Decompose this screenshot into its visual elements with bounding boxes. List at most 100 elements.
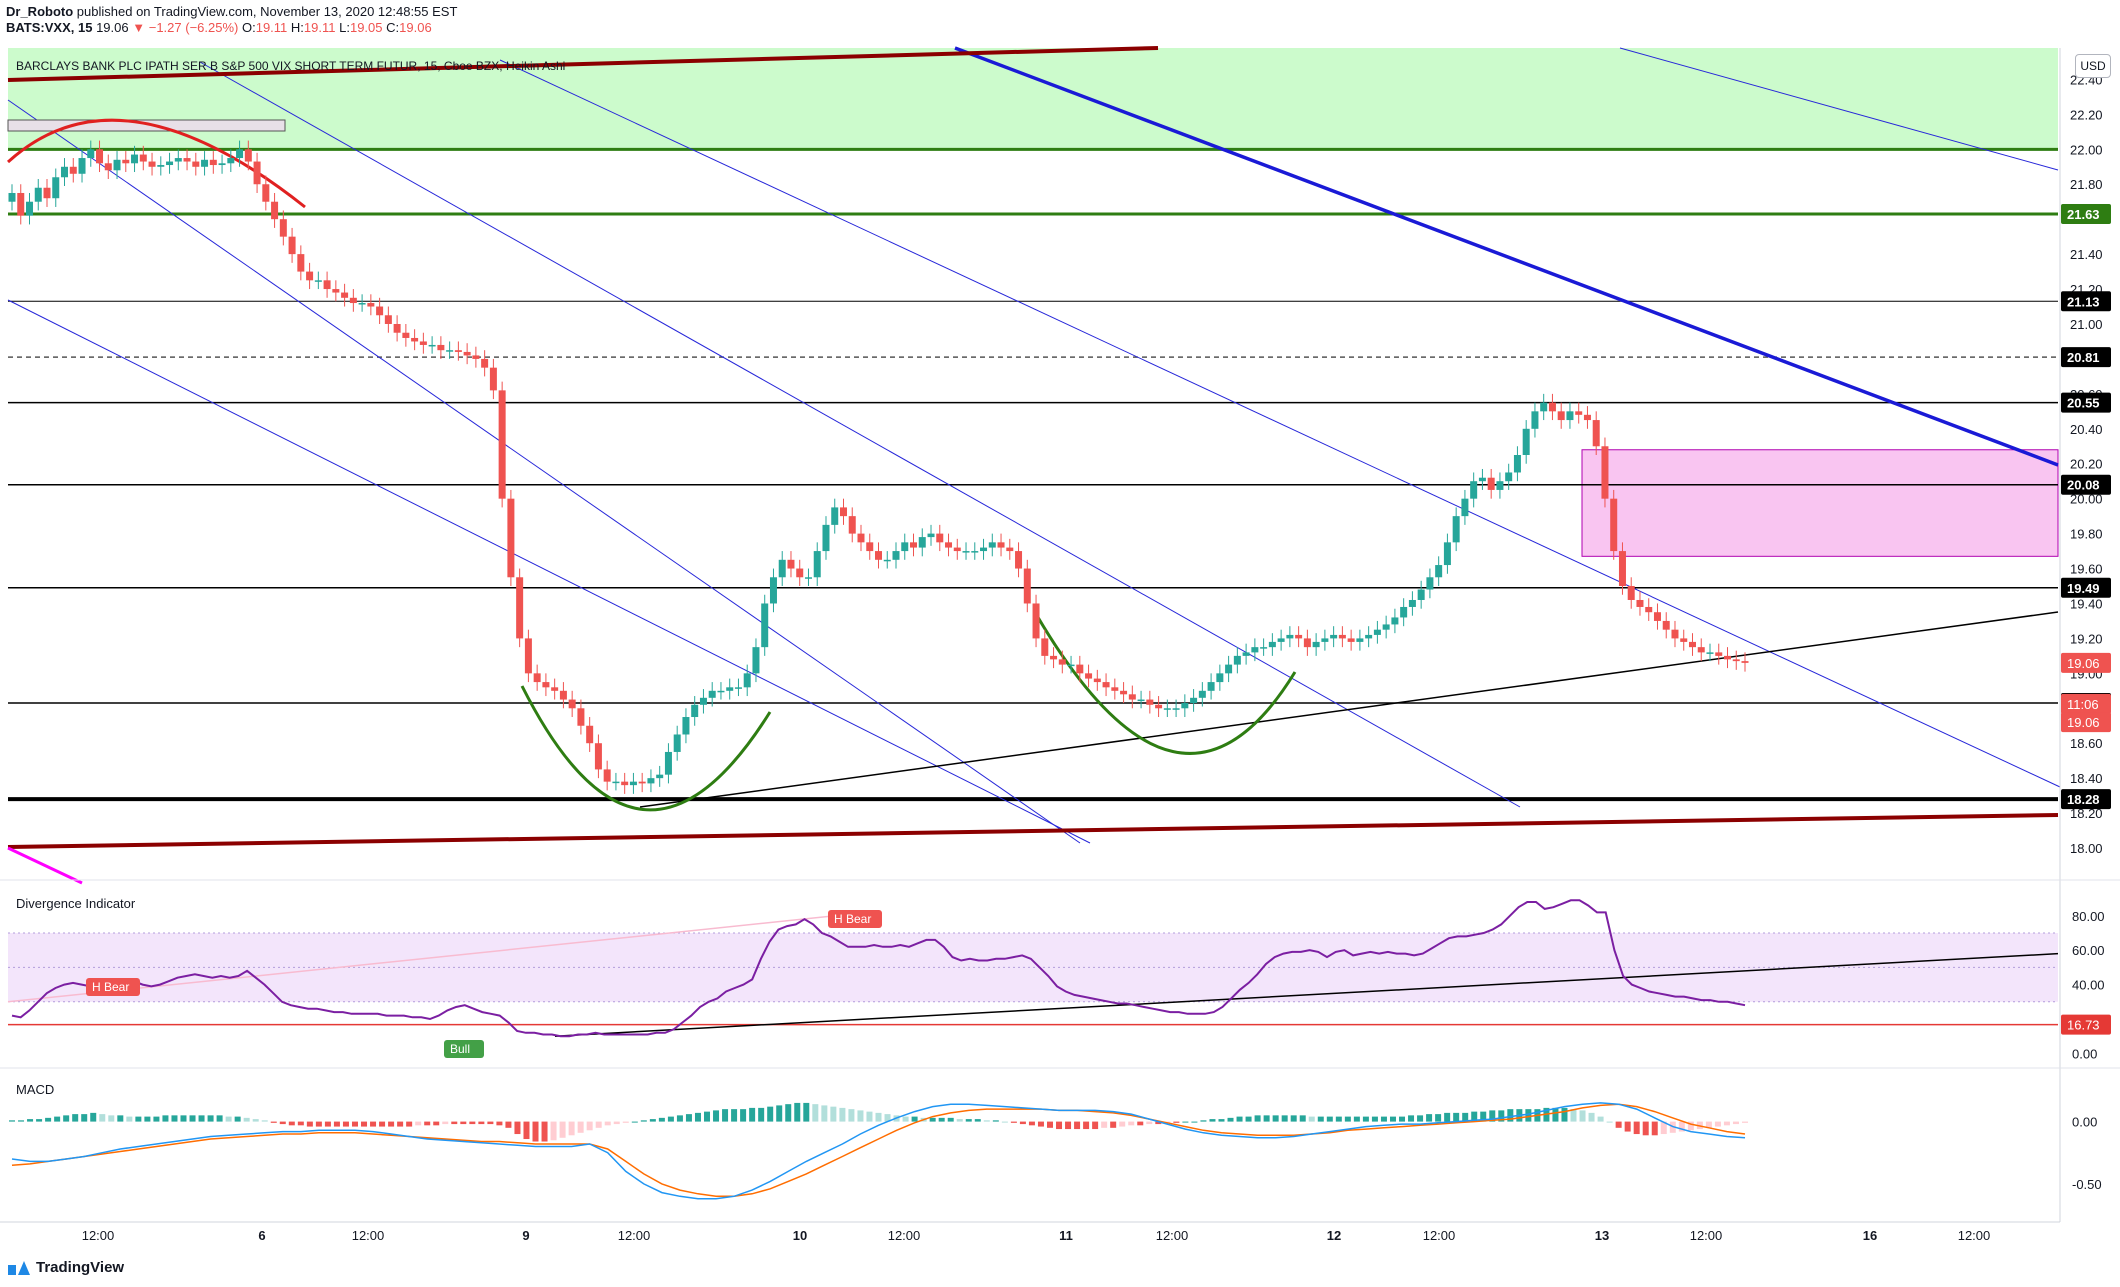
channel-line: [499, 59, 2061, 788]
candle-body: [1330, 634, 1338, 639]
candle-body: [1610, 498, 1618, 552]
macd-hist-bar: [776, 1105, 783, 1122]
candle-body: [1321, 638, 1329, 642]
macd-hist-bar: [848, 1109, 855, 1122]
signal-badge-label: H Bear: [92, 980, 129, 994]
candle-body: [1575, 411, 1583, 415]
publisher-name[interactable]: Dr_Roboto: [6, 4, 74, 19]
macd-hist-bar: [1435, 1114, 1442, 1122]
currency-button[interactable]: USD: [2075, 54, 2111, 78]
candle-body: [454, 350, 462, 352]
macd-hist-bar: [1498, 1110, 1505, 1122]
candle-body: [1155, 704, 1163, 709]
candle-body: [1356, 638, 1364, 642]
candle-body: [621, 781, 629, 786]
macd-tick: -0.50: [2072, 1177, 2102, 1192]
candle-body: [822, 524, 830, 552]
ohlc-h-label: H:: [290, 20, 304, 35]
candle-body: [1120, 690, 1128, 695]
time-tick: 12:00: [1690, 1228, 1723, 1243]
macd-hist-bar: [487, 1121, 494, 1125]
macd-hist-bar: [1065, 1121, 1072, 1130]
macd-hist-bar: [1633, 1121, 1640, 1135]
macd-hist-bar: [992, 1120, 999, 1122]
publish-header: Dr_Roboto published on TradingView.com, …: [6, 4, 457, 36]
symbol-label[interactable]: BATS:VXX, 15: [6, 20, 93, 35]
candle-body: [507, 498, 515, 578]
time-tick: 11: [1059, 1228, 1073, 1243]
candle-body: [104, 163, 112, 171]
macd-hist-bar: [1660, 1121, 1667, 1135]
candle-body: [411, 337, 419, 342]
macd-hist-bar: [550, 1121, 557, 1141]
published-text: published on TradingView.com, November 1…: [76, 4, 458, 19]
candle-body: [437, 344, 445, 351]
candle-body: [1627, 586, 1635, 600]
candle-body: [1102, 682, 1110, 688]
macd-hist-bar: [1028, 1121, 1035, 1126]
macd-hist-bar: [1453, 1112, 1460, 1122]
cup-left-arc: [520, 685, 772, 812]
candle-body: [1653, 612, 1661, 621]
macd-hist-bar: [1480, 1111, 1487, 1122]
macd-hist-bar: [731, 1109, 738, 1122]
level-badge-label: 21.13: [2067, 294, 2100, 309]
rsi-badge-label: 16.73: [2067, 1018, 2100, 1033]
candle-body: [875, 551, 882, 560]
candle-body: [218, 163, 226, 166]
candle-body: [314, 280, 322, 282]
candle-body: [927, 533, 935, 538]
macd-hist-bar: [1408, 1115, 1415, 1122]
candle-body: [603, 769, 611, 782]
price-badge: [2061, 693, 2111, 714]
candle-body: [69, 166, 77, 174]
level-badge: [2061, 291, 2111, 312]
macd-hist-bar: [27, 1119, 34, 1122]
macd-hist-bar: [45, 1117, 52, 1122]
ohlc-o: 19.11: [255, 20, 288, 35]
macd-hist-bar: [947, 1117, 954, 1122]
candle-body: [647, 778, 655, 784]
macd-hist-bar: [1236, 1116, 1243, 1122]
candle-body: [498, 390, 506, 499]
macd-hist-bar: [1191, 1121, 1198, 1123]
level-badge: [2061, 789, 2111, 810]
price-tick: 20.20: [2070, 457, 2103, 472]
level-badge-label: 20.55: [2067, 396, 2100, 411]
channel-line: [1619, 47, 2059, 171]
macd-hist-bar: [1678, 1121, 1685, 1132]
price-tick: 22.00: [2070, 142, 2103, 157]
macd-hist-bar: [713, 1110, 720, 1122]
price-tick: 20.40: [2070, 422, 2103, 437]
macd-hist-bar: [1552, 1107, 1559, 1122]
price-tick: 21.00: [2070, 317, 2103, 332]
time-tick: 9: [522, 1228, 529, 1243]
macd-hist-bar: [361, 1121, 368, 1127]
macd-hist-bar: [243, 1117, 250, 1122]
rsi-tick: 80.00: [2072, 909, 2105, 924]
candle-body: [1303, 638, 1311, 648]
macd-hist-bar: [1128, 1121, 1135, 1126]
tradingview-logo[interactable]: TradingView: [8, 1259, 124, 1276]
macd-hist-bar: [397, 1121, 404, 1127]
macd-hist-bar: [1507, 1109, 1514, 1122]
macd-hist-bar: [1525, 1109, 1532, 1122]
signal-badge: [86, 978, 140, 996]
macd-hist-bar: [1335, 1116, 1342, 1122]
candle-body: [279, 219, 287, 237]
candle-body: [848, 516, 856, 534]
macd-hist-bar: [604, 1121, 611, 1126]
macd-hist-bar: [234, 1116, 241, 1122]
candle-body: [17, 192, 25, 216]
resistance-zone: [8, 48, 2058, 150]
macd-hist-bar: [1687, 1121, 1694, 1131]
candle-body: [1697, 647, 1705, 653]
macd-hist-bar: [1642, 1121, 1649, 1136]
rsi-tick: 60.00: [2072, 943, 2105, 958]
time-tick: 10: [793, 1228, 807, 1243]
macd-hist-bar: [631, 1121, 638, 1123]
candle-body: [1233, 655, 1241, 665]
channel-line: [7, 299, 1091, 844]
time-tick: 16: [1863, 1228, 1877, 1243]
